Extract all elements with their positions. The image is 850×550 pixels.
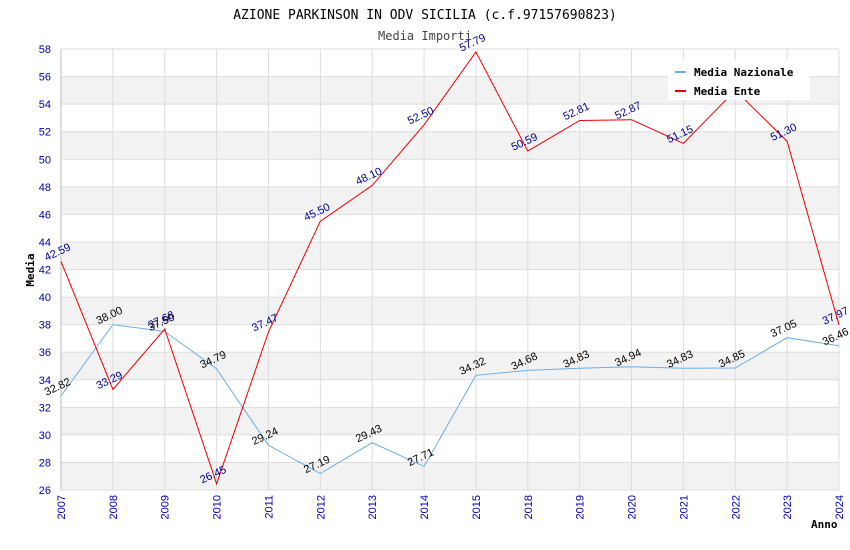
x-tick-label: 2022	[730, 495, 742, 519]
grid-band	[61, 241, 839, 270]
y-tick-label: 44	[39, 237, 51, 249]
legend: Media Nazionale Media Ente	[668, 60, 810, 100]
y-tick-label: 38	[39, 320, 51, 332]
x-axis-ticks: 2007 2008 2009 2010 2011 2012 2013 2014 2015 2018…	[56, 495, 846, 519]
y-tick-label: 52	[39, 127, 51, 139]
grid-band	[61, 352, 839, 380]
y-axis-label: Media	[24, 253, 37, 286]
x-tick-label: 2024	[834, 495, 846, 519]
x-tick-label: 2015	[471, 495, 483, 519]
y-tick-label: 48	[39, 182, 51, 194]
grid-lines	[60, 48, 840, 491]
grid-bands	[61, 76, 839, 490]
y-tick-label: 26	[39, 485, 51, 497]
y-tick-label: 32	[39, 402, 51, 414]
x-tick-label: 2010	[212, 495, 224, 519]
legend-entry: Media Nazionale	[694, 66, 794, 79]
x-axis-label: Anno	[811, 518, 838, 531]
y-tick-label: 56	[39, 72, 51, 84]
y-tick-label: 54	[39, 99, 51, 111]
x-tick-label: 2023	[782, 495, 794, 519]
x-tick-label: 2014	[419, 495, 431, 519]
x-tick-label: 2018	[523, 495, 535, 519]
legend-entry: Media Ente	[694, 85, 761, 98]
data-label: 52.50	[406, 105, 436, 128]
x-tick-label: 2021	[678, 495, 690, 519]
y-axis-ticks: 26 28 30 32 34 36 38 40 42 44 46 48 50 52 54 56 58	[39, 44, 51, 497]
series-line-0	[60, 324, 840, 475]
y-tick-label: 34	[39, 375, 51, 387]
y-tick-label: 42	[39, 265, 51, 277]
series-lines	[60, 50, 840, 486]
y-tick-label: 30	[39, 430, 51, 442]
y-tick-label: 46	[39, 209, 51, 221]
data-label: 48.10	[354, 165, 384, 188]
x-tick-label: 2011	[263, 495, 275, 519]
series-line-1	[60, 50, 840, 486]
x-tick-label: 2012	[315, 495, 327, 519]
y-tick-label: 40	[39, 292, 51, 304]
y-tick-label: 58	[39, 44, 51, 56]
grid-band	[61, 297, 839, 325]
chart-subtitle: Media Importi	[378, 29, 472, 43]
x-tick-label: 2008	[108, 495, 120, 519]
chart-title: AZIONE PARKINSON IN ODV SICILIA (c.f.971…	[233, 8, 617, 23]
x-tick-label: 2007	[56, 495, 68, 519]
y-tick-label: 36	[39, 347, 51, 359]
legend-box	[668, 60, 810, 100]
grid-band	[61, 462, 839, 490]
x-tick-label: 2009	[160, 495, 172, 519]
x-tick-label: 2020	[627, 495, 639, 519]
x-tick-label: 2013	[367, 495, 379, 519]
grid-band	[61, 131, 839, 160]
x-tick-label: 2019	[575, 495, 587, 519]
grid-band	[61, 186, 839, 215]
y-tick-label: 50	[39, 154, 51, 166]
y-tick-label: 28	[39, 457, 51, 469]
